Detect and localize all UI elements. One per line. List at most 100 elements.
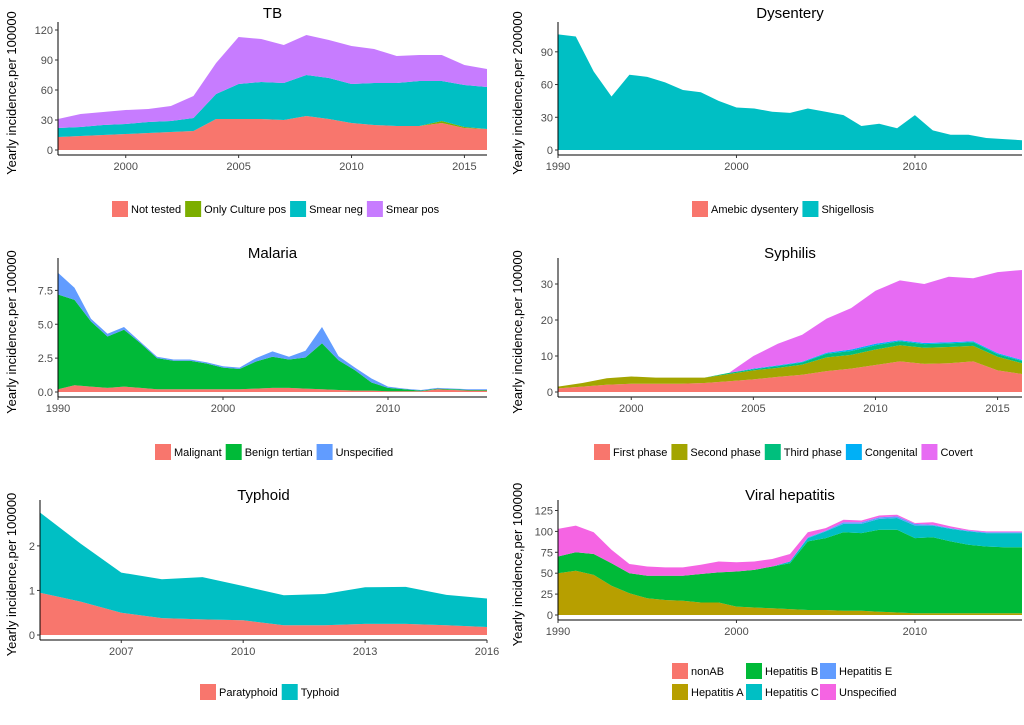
y-tick-label: 20 <box>541 315 553 327</box>
y-tick-label: 125 <box>535 506 553 518</box>
y-tick-label: 0 <box>547 387 553 399</box>
legend: Amebic dysentery Shigellosis <box>692 201 875 217</box>
legend-label: First phase <box>613 447 667 459</box>
panel-4: 0 1 2 2007 2010 2013 2016 Typhoid Yearly inciden… <box>4 487 499 700</box>
panel-3: 0 10 20 30 2000 2005 2010 2015 Syphilis Yearly in… <box>510 245 1022 460</box>
legend-label: Amebic dysentery <box>711 204 799 216</box>
y-tick-label: 30 <box>541 112 553 124</box>
x-tick-label: 2000 <box>724 626 748 638</box>
x-tick-label: 2013 <box>353 646 377 658</box>
x-tick-label: 2016 <box>475 646 499 658</box>
legend-label: Hepatitis B <box>765 666 818 678</box>
y-tick-label: 0.0 <box>38 387 53 399</box>
panel-0: 0 30 60 90 120 2000 2005 2010 2015 TB Yearly incid… <box>4 5 487 217</box>
area-not-tested <box>58 116 487 150</box>
x-tick-label: 1990 <box>546 161 570 173</box>
x-tick-label: 2010 <box>231 646 255 658</box>
y-tick-label: 30 <box>41 115 53 127</box>
area-hepatitis-c <box>558 518 1022 576</box>
y-tick-label: 60 <box>41 85 53 97</box>
panel-5: 0 25 50 75 100 125 1990 2000 2010 Viral hepatitis… <box>510 483 1022 700</box>
x-tick-label: 1990 <box>46 403 70 415</box>
x-tick-label: 2000 <box>211 403 235 415</box>
legend-label: Not tested <box>131 204 181 216</box>
chart-title: TB <box>263 5 282 22</box>
x-tick-label: 2000 <box>619 403 643 415</box>
area-typhoid <box>40 512 487 627</box>
x-tick-label: 2000 <box>724 161 748 173</box>
y-axis-label: Yearly incidence,per 100000 <box>510 250 525 414</box>
legend-swatch <box>281 684 298 700</box>
legend-label: Only Culture pos <box>204 204 286 216</box>
legend-label: Benign tertian <box>245 447 313 459</box>
y-tick-label: 90 <box>541 47 553 59</box>
y-tick-label: 5.0 <box>38 319 53 331</box>
y-tick-label: 0 <box>29 630 35 642</box>
area-malignant <box>58 385 487 392</box>
legend-swatch <box>316 444 333 460</box>
x-tick-label: 2005 <box>226 161 250 173</box>
y-tick-label: 100 <box>535 526 553 538</box>
y-tick-label: 60 <box>541 80 553 92</box>
y-tick-label: 75 <box>541 547 553 559</box>
legend-swatch <box>746 663 762 679</box>
y-tick-label: 120 <box>35 25 53 37</box>
x-tick-label: 2000 <box>113 161 137 173</box>
legend-swatch <box>820 663 836 679</box>
area-smear-pos <box>58 35 487 128</box>
y-tick-label: 2 <box>29 541 35 553</box>
legend-label: Smear pos <box>386 204 440 216</box>
legend-label: nonAB <box>691 666 724 678</box>
legend-swatch <box>672 684 688 700</box>
x-tick-label: 2010 <box>903 161 927 173</box>
legend-swatch <box>594 444 610 460</box>
legend-label: Shigellosis <box>821 204 874 216</box>
legend-label: Third phase <box>784 447 842 459</box>
x-tick-label: 2010 <box>376 403 400 415</box>
legend-label: Unspecified <box>336 447 393 459</box>
legend-swatch <box>921 444 938 460</box>
legend-label: Smear neg <box>309 204 363 216</box>
legend-label: Covert <box>940 447 972 459</box>
panel-1: 0 30 60 90 1990 2000 2010 Dysentery Yearly incid… <box>510 5 1022 217</box>
chart-title: Malaria <box>248 245 298 262</box>
legend: First phase Second phase Third phase Congen… <box>594 444 973 460</box>
y-tick-label: 50 <box>541 568 553 580</box>
x-tick-label: 1990 <box>546 626 570 638</box>
y-tick-label: 90 <box>41 55 53 67</box>
legend-label: Second phase <box>690 447 760 459</box>
x-tick-label: 2007 <box>109 646 133 658</box>
legend: nonAB Hepatitis B Hepatitis E Hepatitis A He… <box>672 663 896 700</box>
y-tick-label: 0 <box>47 145 53 157</box>
y-tick-label: 7.5 <box>38 285 53 297</box>
chart-title: Dysentery <box>756 5 824 22</box>
legend: Not tested Only Culture pos Smear neg Smear… <box>112 201 440 217</box>
legend-label: Hepatitis E <box>839 666 892 678</box>
area-covert <box>558 270 1022 387</box>
legend-swatch <box>764 444 781 460</box>
x-tick-label: 2010 <box>863 403 887 415</box>
legend-swatch <box>692 201 708 217</box>
legend-label: Unspecified <box>839 687 896 699</box>
area-paratyphoid <box>40 592 487 635</box>
x-tick-label: 2015 <box>452 161 476 173</box>
legend-label: Typhoid <box>301 687 340 699</box>
legend-swatch <box>225 444 242 460</box>
y-tick-label: 0 <box>547 145 553 157</box>
area-hepatitis-a <box>558 570 1022 615</box>
legend-swatch <box>200 684 216 700</box>
area-first-phase <box>558 361 1022 392</box>
legend-label: Congenital <box>865 447 918 459</box>
legend-swatch <box>290 201 307 217</box>
legend-swatch <box>112 201 128 217</box>
area-second-phase <box>558 345 1022 389</box>
x-tick-label: 2010 <box>339 161 363 173</box>
area-smear-neg <box>58 75 487 137</box>
y-tick-label: 25 <box>541 589 553 601</box>
x-tick-label: 2015 <box>985 403 1009 415</box>
y-tick-label: 1 <box>29 585 35 597</box>
legend-swatch <box>802 201 819 217</box>
legend: Malignant Benign tertian Unspecified <box>155 444 393 460</box>
y-axis-label: Yearly incidence,per 100000 <box>510 483 525 647</box>
